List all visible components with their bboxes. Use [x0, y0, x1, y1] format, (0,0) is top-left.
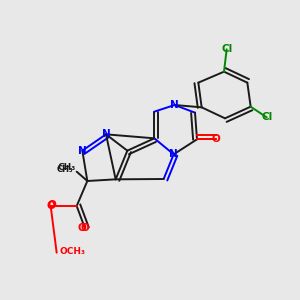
Text: Cl: Cl — [221, 44, 232, 54]
Text: OCH₃: OCH₃ — [60, 247, 86, 256]
Text: N: N — [78, 146, 87, 156]
Text: O: O — [77, 223, 86, 233]
Text: N: N — [102, 129, 110, 139]
Text: CH₃: CH₃ — [57, 165, 73, 174]
Text: Cl: Cl — [261, 112, 272, 122]
Text: O: O — [81, 223, 89, 233]
Text: O: O — [47, 200, 56, 210]
Text: O: O — [212, 134, 220, 144]
Text: O: O — [46, 201, 55, 211]
Text: N: N — [169, 149, 178, 159]
Text: N: N — [170, 100, 179, 110]
Text: CH₃: CH₃ — [58, 163, 76, 172]
